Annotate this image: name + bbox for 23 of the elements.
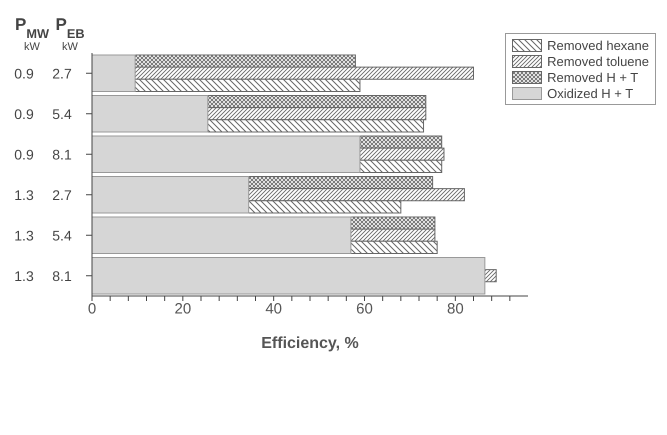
- bar: [92, 136, 360, 173]
- legend-label: Oxidized H + T: [547, 86, 634, 100]
- x-tick-label: 80: [446, 300, 464, 318]
- bar: [92, 95, 208, 132]
- bar: [92, 257, 486, 294]
- x-tick-label: 60: [356, 300, 373, 318]
- bar: [92, 216, 352, 254]
- x-tick-label: 0: [88, 300, 96, 318]
- axis-heading: P$_{MW}$ kW P$_{EB}$ kW: [8, 8, 108, 58]
- x-tick-label: 40: [265, 300, 282, 318]
- bar: [92, 54, 136, 92]
- x-axis-title: Efficiency, %: [261, 335, 359, 352]
- bar: [92, 176, 250, 214]
- category-label: 1.3 2.7: [14, 186, 72, 203]
- category-label: 1.3 8.1: [14, 268, 72, 284]
- x-tick-label: 20: [174, 300, 192, 318]
- legend-label: Removed toluene: [547, 54, 649, 68]
- legend-label: Removed hexane: [547, 38, 649, 52]
- category-label: 0.9 2.7: [14, 65, 72, 82]
- category-label: 0.9 8.1: [14, 146, 72, 162]
- category-label: 1.3 5.4: [14, 227, 72, 244]
- legend-label: Removed H + T: [547, 70, 638, 84]
- category-label: 0.9 5.4: [14, 106, 72, 122]
